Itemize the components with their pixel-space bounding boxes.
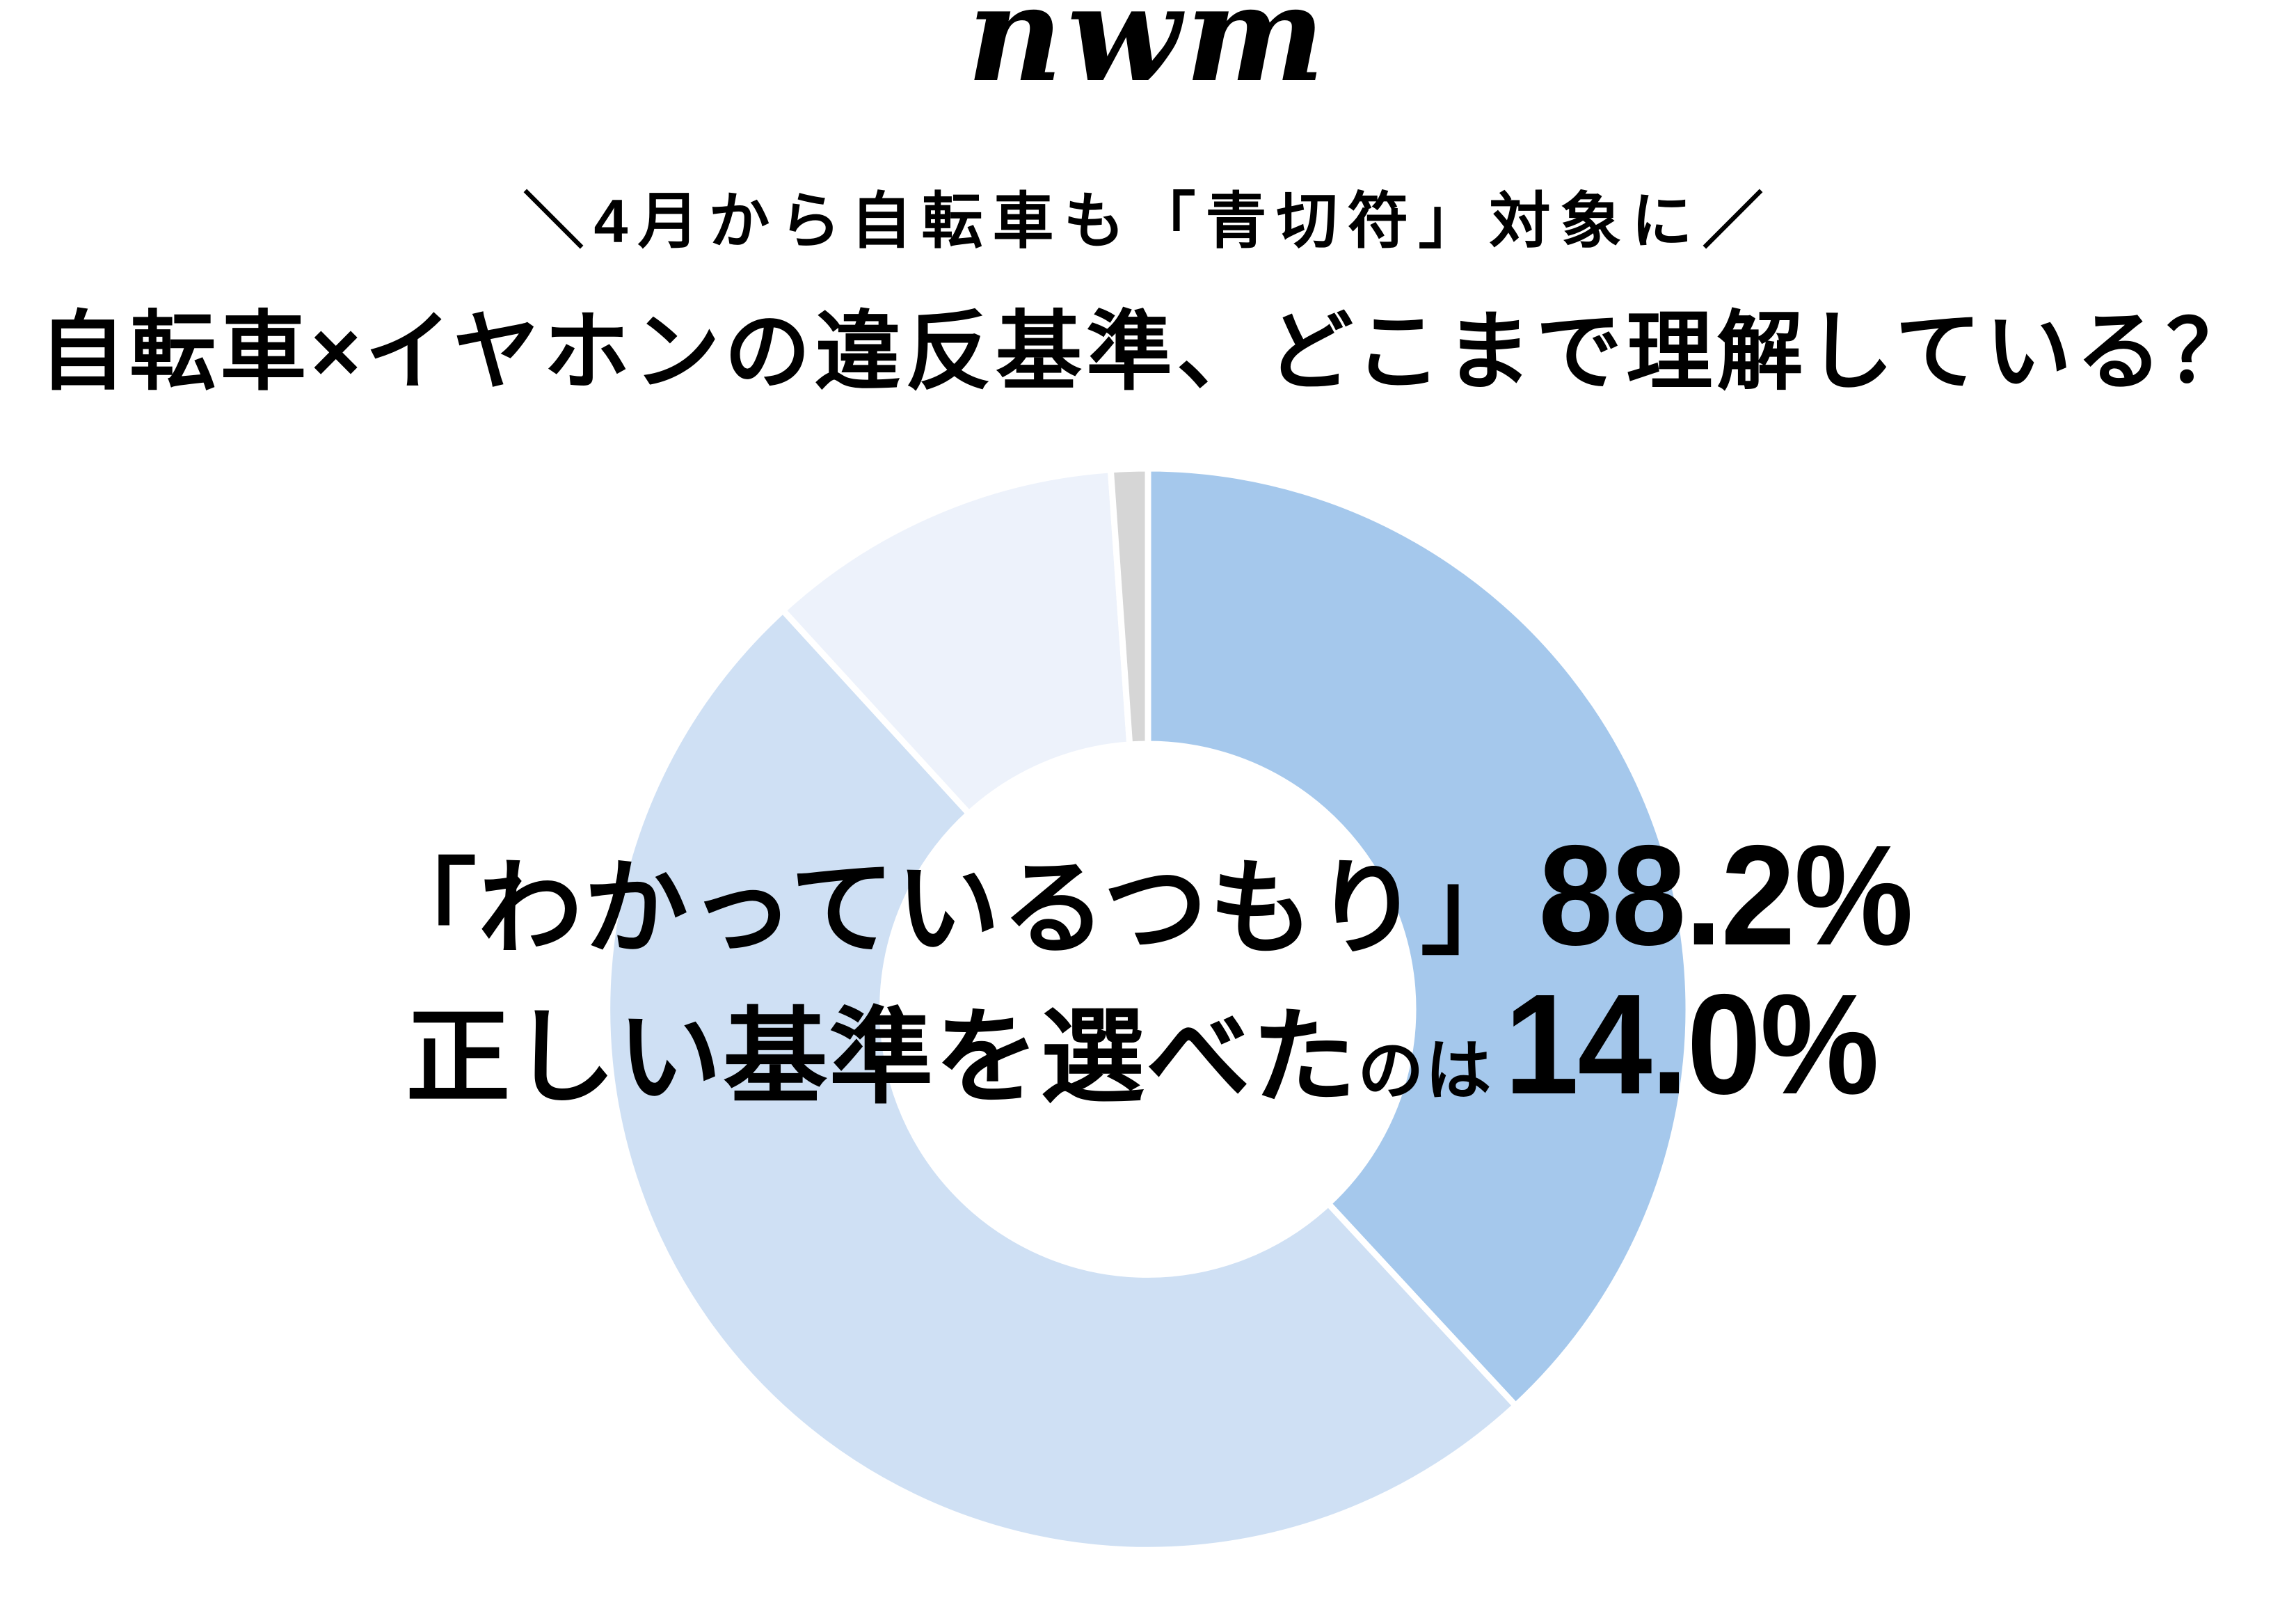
donut-segment-2 [604,605,1520,1553]
headline-line2: 正しい基準を選べたのは14.0% [0,965,2296,1171]
nwm-logo: nwm [966,0,1330,111]
survey-question-title: 自転車×イヤホンの違反基準、どこまで理解している？ [39,304,2257,400]
headline-line2-particle: のは [1357,1034,1493,1108]
donut-segment-3 [778,466,1133,818]
headline-line1: 「わかっているつもり」88.2% [0,816,2296,1022]
banner-subtitle: ＼4月から自転車も「青切符」対象に／ [523,187,1773,255]
headline-line1-value: 88.2% [1538,816,1913,975]
headline-line1-text: 「わかっているつもり」 [372,850,1526,967]
headline-line2-value: 14.0% [1504,965,1880,1124]
donut-segment-4 [1107,465,1151,748]
headline-line2-text: 正しい基準を選べた [406,999,1358,1116]
donut-segment-1 [1145,465,1692,1411]
